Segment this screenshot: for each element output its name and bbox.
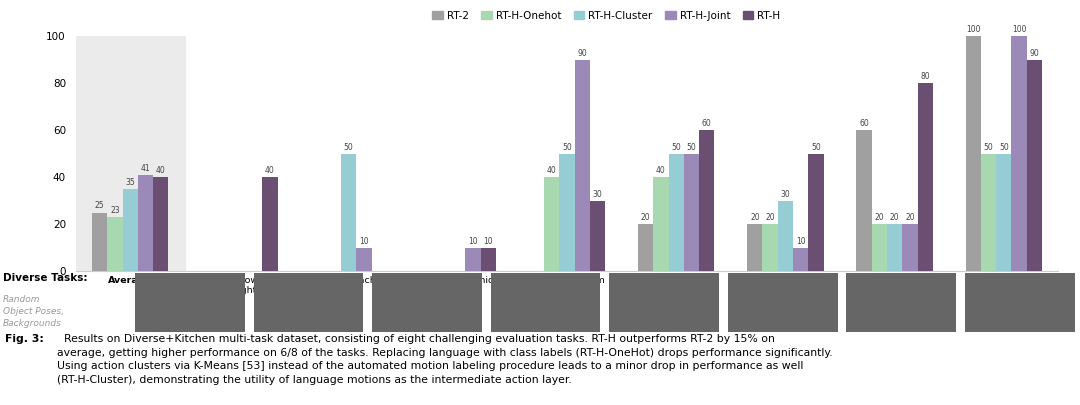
Text: 20: 20	[890, 213, 900, 222]
Text: Fig. 3:: Fig. 3:	[5, 334, 44, 344]
Bar	[902, 224, 918, 271]
Text: 50: 50	[984, 143, 994, 151]
Text: 50: 50	[672, 143, 681, 151]
Bar	[669, 154, 684, 271]
Bar	[138, 175, 153, 271]
Bar	[653, 177, 669, 271]
Text: 23: 23	[110, 206, 120, 215]
Bar	[846, 273, 956, 332]
Bar	[728, 273, 838, 332]
Bar	[544, 177, 559, 271]
Bar	[778, 201, 793, 271]
Bar	[254, 273, 363, 332]
Bar	[481, 248, 496, 271]
Text: 40: 40	[265, 166, 274, 175]
Bar	[684, 154, 699, 271]
Text: 40: 40	[656, 166, 665, 175]
Bar	[356, 248, 372, 271]
Bar	[559, 154, 575, 271]
Text: 41: 41	[140, 164, 150, 173]
Bar	[122, 189, 138, 271]
Bar	[590, 201, 605, 271]
Bar	[609, 273, 719, 332]
Text: 30: 30	[593, 190, 603, 198]
Text: 100: 100	[966, 25, 981, 34]
Legend: RT-2, RT-H-Onehot, RT-H-Cluster, RT-H-Joint, RT-H: RT-2, RT-H-Onehot, RT-H-Cluster, RT-H-Jo…	[428, 6, 785, 25]
Bar	[856, 130, 872, 271]
Bar	[490, 273, 600, 332]
Text: 50: 50	[562, 143, 572, 151]
Bar	[996, 154, 1012, 271]
Text: 10: 10	[484, 237, 494, 245]
Bar	[966, 36, 981, 271]
Text: 10: 10	[469, 237, 478, 245]
Bar	[872, 224, 887, 271]
Text: 50: 50	[999, 143, 1009, 151]
Bar	[135, 273, 245, 332]
Text: 40: 40	[156, 166, 165, 175]
Bar	[1012, 36, 1027, 271]
Bar	[793, 248, 808, 271]
Bar	[1027, 60, 1042, 271]
Bar	[808, 154, 824, 271]
Text: 60: 60	[860, 119, 869, 128]
Bar	[262, 177, 278, 271]
Bar	[638, 224, 653, 271]
Text: Results on ⁣Diverse+Kitchen⁣ multi-task dataset, consisting of eight challenging: Results on ⁣Diverse+Kitchen⁣ multi-task …	[57, 334, 833, 385]
Bar	[918, 83, 933, 271]
Bar	[887, 224, 902, 271]
Bar	[76, 36, 185, 271]
Text: 60: 60	[702, 119, 712, 128]
Bar	[747, 224, 762, 271]
Text: 20: 20	[875, 213, 885, 222]
Text: 50: 50	[687, 143, 697, 151]
Text: 80: 80	[920, 72, 930, 81]
Text: 20: 20	[750, 213, 759, 222]
Text: 40: 40	[546, 166, 556, 175]
Bar	[699, 130, 715, 271]
Text: 100: 100	[1012, 25, 1026, 34]
Bar	[762, 224, 778, 271]
Text: 90: 90	[578, 49, 588, 58]
Text: 90: 90	[1029, 49, 1039, 58]
Bar	[964, 273, 1075, 332]
Bar	[372, 273, 482, 332]
Text: 10: 10	[359, 237, 368, 245]
Text: 25: 25	[95, 201, 105, 210]
Bar	[92, 213, 107, 271]
Text: 50: 50	[811, 143, 821, 151]
Bar	[341, 154, 356, 271]
Text: 35: 35	[125, 178, 135, 187]
Text: 30: 30	[781, 190, 791, 198]
Text: 20: 20	[640, 213, 650, 222]
Text: 10: 10	[796, 237, 806, 245]
Bar	[981, 154, 996, 271]
Text: Random
Object Poses,
Backgrounds: Random Object Poses, Backgrounds	[3, 295, 64, 328]
Bar	[107, 217, 122, 271]
Text: 20: 20	[766, 213, 775, 222]
Text: Diverse Tasks:: Diverse Tasks:	[3, 273, 87, 283]
Bar	[575, 60, 590, 271]
Bar	[153, 177, 168, 271]
Bar	[465, 248, 481, 271]
Text: 20: 20	[905, 213, 915, 222]
Text: 50: 50	[343, 143, 353, 151]
